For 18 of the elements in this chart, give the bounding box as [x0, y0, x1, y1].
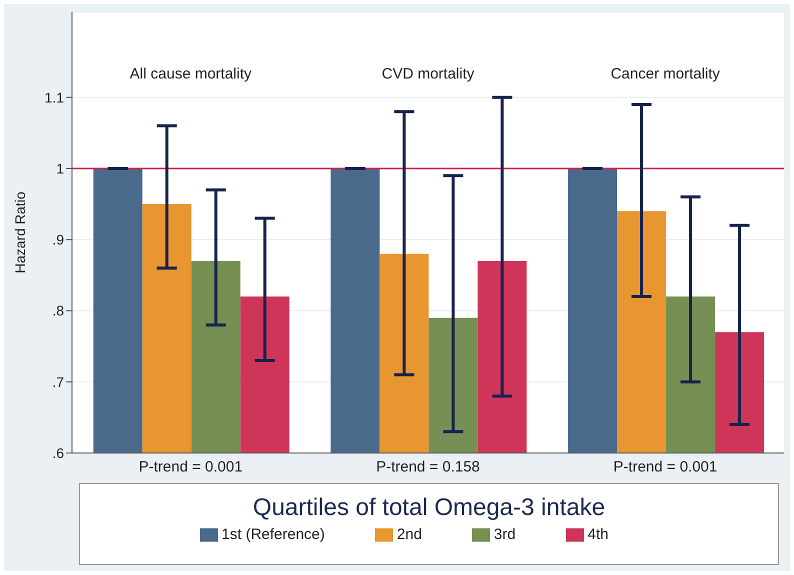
y-tick-label: .7: [52, 374, 64, 390]
x-tick-label: CVD mortality: [382, 66, 475, 83]
y-axis-title: Hazard Ratio: [12, 191, 28, 274]
text: P-trend = 0.001: [138, 458, 243, 476]
legend-label: 1st (Reference): [222, 526, 325, 543]
y-tick-label: .6: [52, 444, 64, 461]
legend-label: 3rd: [494, 526, 516, 543]
legend-title: Quartiles of total Omega-3 intake: [252, 494, 606, 522]
x-tick-label: Cancer mortality: [610, 66, 720, 83]
y-tick-label: 1.1: [44, 89, 64, 106]
x-tick-label: All cause mortality: [130, 66, 252, 83]
text: P-trend = 0.158: [376, 458, 480, 476]
y-tick-label: .9: [52, 232, 64, 248]
y-tick-label: .8: [52, 302, 64, 319]
y-tick-label: 1: [56, 160, 64, 176]
legend-label: 4th: [588, 526, 608, 543]
legend-label: 2nd: [396, 526, 422, 543]
text: P-trend = 0.001: [613, 458, 718, 476]
